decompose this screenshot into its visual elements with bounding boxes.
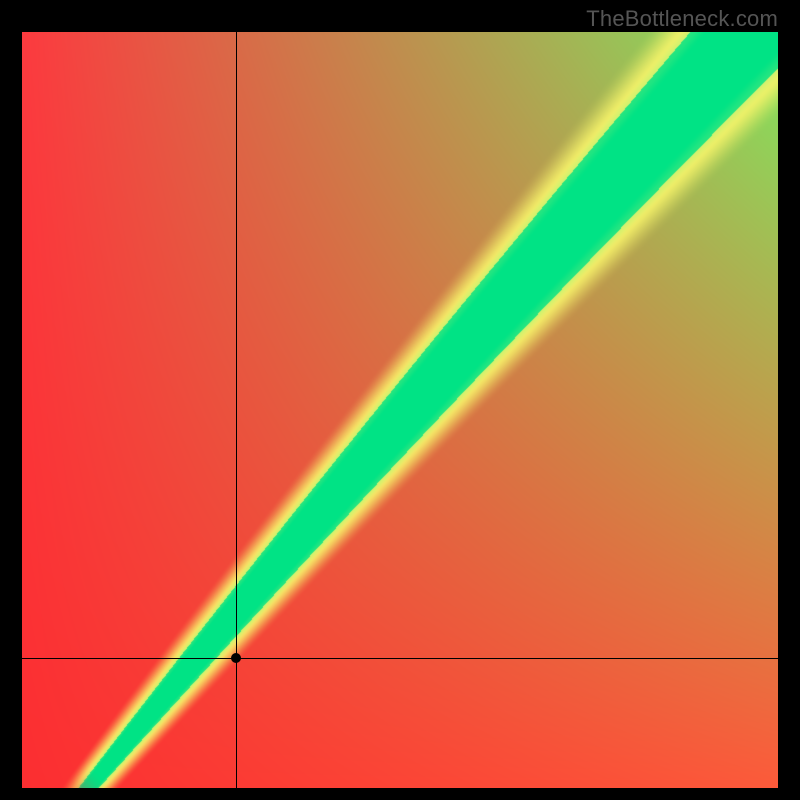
crosshair-horizontal — [22, 658, 778, 659]
crosshair-marker — [231, 653, 241, 663]
plot-area — [22, 32, 778, 788]
frame: TheBottleneck.com — [0, 0, 800, 800]
watermark-text: TheBottleneck.com — [586, 6, 778, 32]
crosshair-vertical — [236, 32, 237, 788]
heatmap-canvas — [22, 32, 778, 788]
